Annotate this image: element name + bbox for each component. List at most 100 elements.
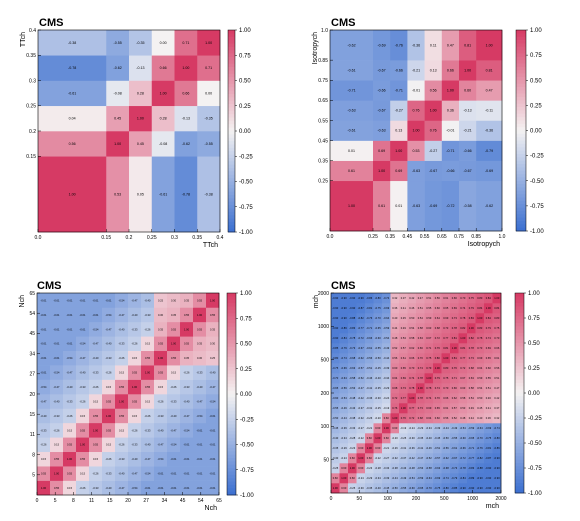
cell-value-label: 0.55	[145, 385, 151, 389]
cell-value-label: 1.00	[395, 149, 402, 153]
heatmap-cell	[129, 55, 153, 81]
cell-value-label: 0.73	[418, 406, 424, 410]
heatmap-cell	[339, 343, 349, 354]
x-tick-label: 0.45	[403, 234, 413, 240]
heatmap-cell	[458, 333, 468, 344]
cell-value-label: -0.80	[375, 296, 381, 300]
heatmap-cell	[484, 353, 493, 364]
cell-value-label: -0.35	[332, 446, 338, 450]
heatmap-cell	[407, 353, 417, 364]
heatmap-cell	[339, 433, 349, 444]
heatmap-cell	[129, 105, 153, 132]
cell-value-label: 1.00	[378, 169, 385, 173]
cell-value-label: 0.63	[469, 376, 475, 380]
x-tick-label: 50	[357, 496, 363, 502]
cell-value-label: 1.00	[409, 396, 415, 400]
colorbar-step	[227, 390, 236, 395]
heatmap-cell	[151, 156, 175, 233]
cell-value-label: 0.13	[430, 68, 437, 72]
cell-value-label: 0.72	[392, 396, 398, 400]
cell-value-label: -0.90	[468, 486, 474, 490]
heatmap-cell	[382, 423, 391, 434]
heatmap-cell	[115, 307, 129, 323]
cell-value-label: 1.00	[119, 399, 125, 403]
cell-value-label: -0.54	[67, 356, 73, 360]
heatmap-cell	[115, 466, 129, 481]
colorbar-step	[516, 80, 526, 84]
cell-value-label: -0.54	[119, 298, 125, 302]
cell-value-label: 0.59	[477, 376, 483, 380]
heatmap-cell	[174, 30, 198, 56]
cell-value-label: 0.51	[426, 296, 432, 300]
heatmap-cell	[450, 393, 459, 404]
colorbar-step	[515, 443, 524, 447]
cell-value-label: 0.66	[409, 356, 415, 360]
heatmap-cell	[63, 408, 77, 424]
cell-value-label: -0.26	[392, 446, 398, 450]
colorbar-step	[228, 211, 235, 216]
cell-value-label: 0.74	[418, 366, 424, 370]
colorbar-step	[516, 167, 526, 172]
cell-value-label: -0.33	[119, 457, 125, 461]
heatmap-cell	[399, 323, 408, 334]
heatmap-cell	[356, 353, 366, 364]
cell-value-label: 1.00	[401, 406, 407, 410]
cell-value-label: -0.66	[460, 446, 466, 450]
cell-value-label: 0.55	[93, 414, 99, 418]
cell-value-label: 0.11	[430, 43, 437, 47]
heatmap-cell	[467, 413, 476, 424]
colorbar-step	[228, 144, 235, 149]
heatmap-cell	[476, 30, 503, 61]
cell-value-label: -0.90	[349, 306, 355, 310]
heatmap-cell	[390, 120, 408, 141]
heatmap-cell	[399, 343, 408, 354]
heatmap-cell	[206, 422, 220, 438]
colorbar-step	[516, 160, 526, 165]
cell-value-label: -0.54	[171, 443, 177, 447]
cell-value-label: 0.70	[418, 356, 424, 360]
cell-value-label: -0.69	[485, 169, 493, 173]
heatmap-cell	[50, 466, 64, 481]
heatmap-cell	[331, 333, 340, 344]
x-tick-label: 0.85	[471, 234, 481, 240]
heatmap-cell	[76, 336, 90, 352]
heatmap-cell	[129, 156, 153, 233]
heatmap-cell	[129, 80, 153, 107]
heatmap-cell	[416, 423, 425, 434]
cell-value-label: 0.53	[460, 406, 466, 410]
heatmap-cell	[102, 394, 116, 409]
heatmap-cell	[450, 363, 459, 374]
heatmap-cell	[339, 383, 349, 394]
y-tick-label: 0.85	[318, 58, 328, 64]
cell-value-label: -0.49	[451, 426, 457, 430]
heatmap-cell	[424, 80, 443, 101]
cell-value-label: -0.47	[54, 385, 60, 389]
cell-value-label: -0.68	[349, 356, 355, 360]
cell-value-label: 0.55	[41, 472, 47, 476]
cell-value-label: -0.64	[383, 316, 389, 320]
y-tick-label: 0.65	[318, 98, 328, 104]
heatmap-cell	[475, 383, 485, 394]
heatmap-cell	[129, 131, 153, 157]
colorbar-step	[227, 336, 236, 341]
cell-value-label: -0.39	[341, 426, 347, 430]
heatmap-cell	[141, 480, 155, 496]
cell-value-label: -0.67	[451, 456, 457, 460]
colorbar-step	[515, 399, 524, 404]
colorbar-step	[228, 131, 235, 135]
heatmap-cell	[390, 140, 408, 161]
heatmap-cell	[373, 30, 391, 61]
cell-value-label: -0.26	[54, 428, 60, 432]
heatmap-cell	[339, 403, 349, 414]
cell-value-label: -0.47	[106, 327, 112, 331]
heatmap-cell	[450, 463, 459, 474]
heatmap-cell	[89, 408, 103, 424]
heatmap-cell	[416, 333, 425, 344]
cell-value-label: 0.46	[409, 306, 415, 310]
heatmap-cell	[407, 160, 425, 182]
cell-value-label: 1.00	[452, 346, 458, 350]
heatmap-cell	[154, 422, 168, 438]
heatmap-cell	[63, 365, 77, 380]
heatmap-cell	[50, 451, 64, 467]
heatmap-cell	[475, 313, 485, 324]
